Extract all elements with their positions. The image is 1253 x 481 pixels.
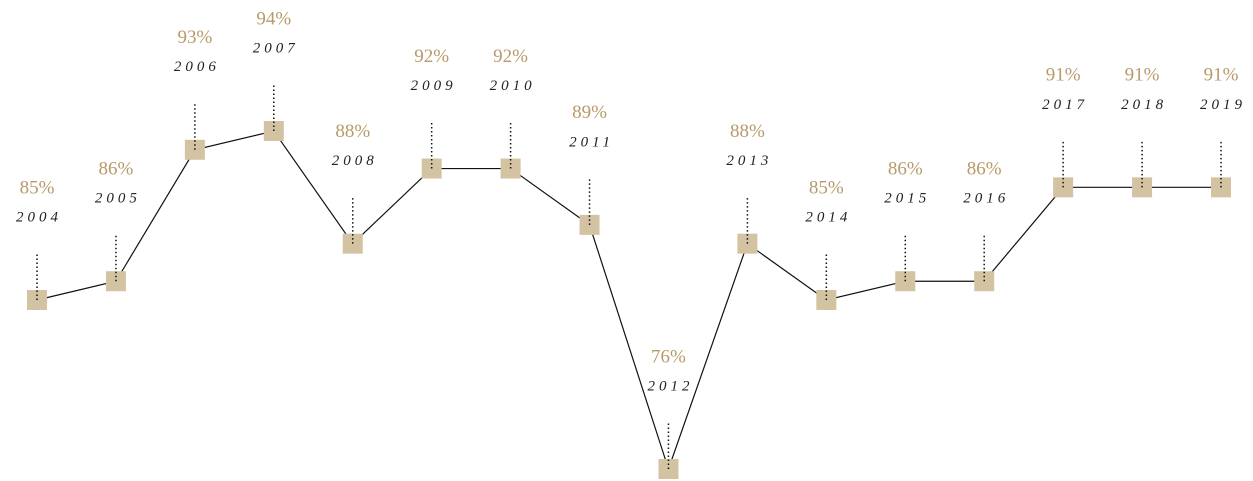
value-label: 92% bbox=[414, 46, 449, 67]
year-label: 2006 bbox=[174, 59, 220, 75]
value-label: 86% bbox=[888, 159, 923, 180]
value-label: 86% bbox=[967, 159, 1002, 180]
year-label: 2015 bbox=[884, 191, 930, 207]
value-label: 93% bbox=[177, 27, 212, 48]
year-label: 2007 bbox=[253, 40, 299, 56]
year-label: 2010 bbox=[490, 78, 536, 94]
year-label: 2008 bbox=[332, 153, 378, 169]
year-label: 2012 bbox=[647, 378, 693, 394]
year-label: 2018 bbox=[1121, 97, 1167, 113]
year-label: 2004 bbox=[16, 209, 62, 225]
year-label: 2011 bbox=[569, 134, 614, 150]
year-label: 2016 bbox=[963, 191, 1009, 207]
value-label: 92% bbox=[493, 46, 528, 67]
value-label: 85% bbox=[20, 177, 55, 198]
value-label: 89% bbox=[572, 102, 607, 123]
value-label: 94% bbox=[256, 8, 291, 29]
value-label: 91% bbox=[1204, 65, 1239, 86]
value-label: 76% bbox=[651, 346, 686, 367]
value-label: 86% bbox=[99, 159, 134, 180]
year-label: 2009 bbox=[411, 78, 457, 94]
value-label: 88% bbox=[335, 121, 370, 142]
value-label: 88% bbox=[730, 121, 765, 142]
value-label: 91% bbox=[1046, 65, 1081, 86]
line bbox=[36, 130, 1221, 471]
year-label: 2017 bbox=[1042, 97, 1088, 113]
year-label: 2013 bbox=[726, 153, 772, 169]
year-label: 2014 bbox=[805, 209, 851, 225]
year-label: 2005 bbox=[95, 191, 141, 207]
value-label: 85% bbox=[809, 177, 844, 198]
value-label: 91% bbox=[1125, 65, 1160, 86]
year-label: 2019 bbox=[1200, 97, 1246, 113]
